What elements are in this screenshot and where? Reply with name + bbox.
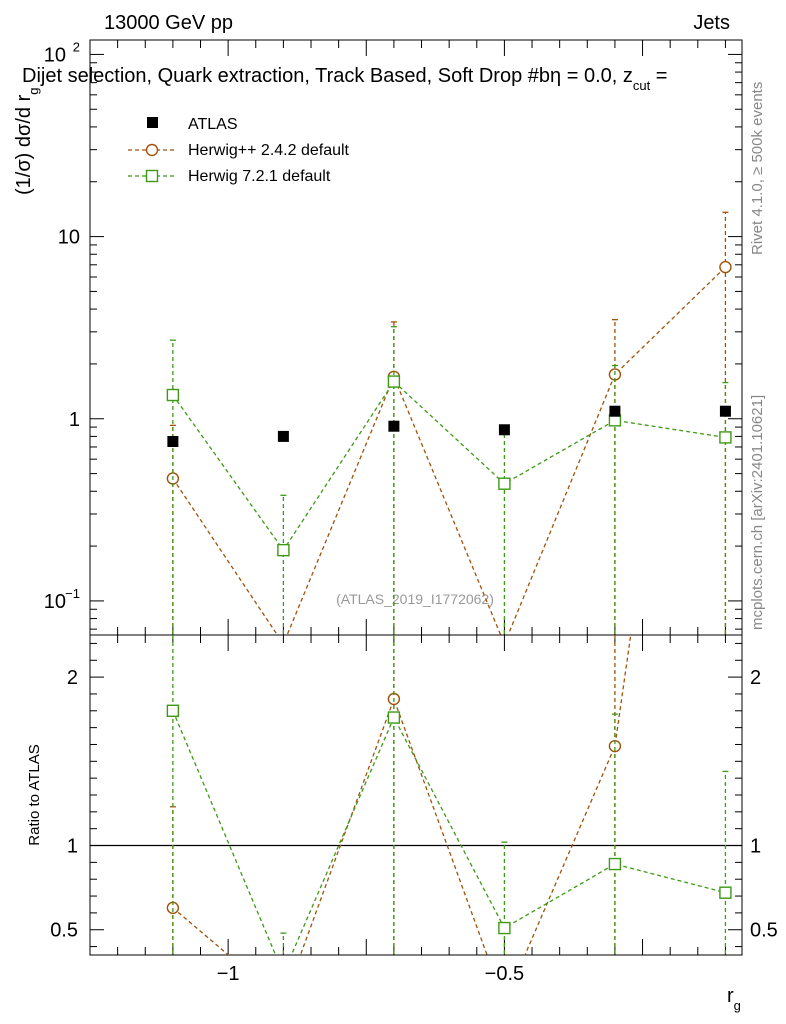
legend-label-herwigpp: Herwig++ 2.4.2 default <box>188 142 350 159</box>
main-y-tick-label: 1 <box>69 409 80 431</box>
main-point-herwig7 <box>719 431 732 444</box>
main-point-herwig7 <box>387 375 401 388</box>
main-y-axis-label: (1/σ) dσ/d rg <box>13 88 41 196</box>
x-axis-label-main: r <box>727 985 734 1007</box>
ratio-point-herwig7 <box>498 921 511 935</box>
main-line-herwigpp <box>172 266 726 635</box>
main-line-herwig7 <box>172 380 726 552</box>
legend-label-herwig7: Herwig 7.2.1 default <box>188 168 331 185</box>
main-point-atlas <box>719 405 731 417</box>
main-series-layer <box>166 211 732 635</box>
legend: ATLAS Herwig++ 2.4.2 default Herwig 7.2.… <box>128 116 350 185</box>
plot-title-rest: = 0.0, z <box>561 65 633 87</box>
header-left: 13000 GeV pp <box>104 12 233 34</box>
main-y-axis-label-sub: g <box>26 88 41 95</box>
ratio-y-ticks: 0.5 0.5 1 1 2 2 <box>50 642 778 948</box>
main-point-atlas <box>167 436 179 448</box>
main-point-herwig7 <box>498 477 511 490</box>
ratio-series-layer <box>166 635 732 1008</box>
plot-title: Dijet selection, Quark extraction, Track… <box>22 65 667 93</box>
main-series-atlas <box>167 405 731 448</box>
rivet-label: Rivet 4.1.0, ≥ 500k events <box>749 82 766 255</box>
x-ticks: −1 −0.5 <box>89 40 726 985</box>
ratio-y-axis-label: Ratio to ATLAS <box>26 744 43 845</box>
analysis-watermark: (ATLAS_2019_I1772062) <box>336 591 494 607</box>
main-point-atlas <box>498 424 510 436</box>
ratio-point-herwig7 <box>166 704 180 717</box>
x-tick-label: −0.5 <box>485 963 524 985</box>
main-point-atlas <box>388 420 400 432</box>
ratio-y-tick-label-right: 2 <box>750 667 761 689</box>
main-y-tick-label-exp: 2 <box>73 39 80 54</box>
main-point-herwigpp <box>719 260 732 274</box>
x-tick-label: −1 <box>217 963 240 985</box>
ratio-point-herwigpp <box>278 996 289 1007</box>
ratio-y-tick-label-right: 0.5 <box>750 920 778 942</box>
ratio-line-herwig7 <box>172 710 726 955</box>
ratio-point-herwig7 <box>278 968 289 979</box>
legend-marker-atlas <box>147 117 158 128</box>
ratio-y-tick-label-right: 1 <box>750 836 761 858</box>
ratio-panel-frame <box>89 634 743 956</box>
main-y-tick-label: 10 <box>58 227 80 249</box>
ratio-y-tick-label-left: 1 <box>67 836 78 858</box>
header-right: Jets <box>693 12 730 34</box>
mcplots-label: mcplots.cern.ch [arXiv:2401.10621] <box>749 395 766 630</box>
ratio-point-herwig7 <box>719 886 732 899</box>
legend-marker-herwigpp <box>145 143 159 157</box>
main-series-herwigpp <box>166 211 732 635</box>
legend-label-atlas: ATLAS <box>188 116 238 133</box>
ratio-point-herwig7 <box>608 857 622 871</box>
main-y-tick-label: 10 <box>44 591 66 613</box>
main-y-tick-label: 10 <box>44 44 66 66</box>
plot-title-eta: η <box>550 65 561 87</box>
ratio-y-tick-label-left: 0.5 <box>50 920 78 942</box>
main-point-atlas <box>609 405 621 417</box>
main-y-axis-label-main: (1/σ) dσ/d r <box>13 94 35 195</box>
ratio-point-herwigpp <box>499 997 510 1008</box>
x-axis-label-sub: g <box>734 998 741 1013</box>
main-y-tick-label-exp: −1 <box>65 586 80 601</box>
ratio-y-tick-label-left: 2 <box>67 667 78 689</box>
ratio-point-herwig7 <box>387 711 401 724</box>
ratio-series-herwig7 <box>166 635 732 979</box>
legend-marker-herwig7 <box>145 169 159 183</box>
main-point-herwig7 <box>277 543 290 557</box>
main-point-herwig7 <box>166 388 180 402</box>
plot-title-end: = <box>650 65 667 87</box>
plot-title-main: Dijet selection, Quark extraction, Track… <box>22 65 550 87</box>
plot-title-sub: cut <box>633 78 651 93</box>
x-axis-label: rg <box>727 985 741 1013</box>
main-point-atlas <box>277 430 289 442</box>
